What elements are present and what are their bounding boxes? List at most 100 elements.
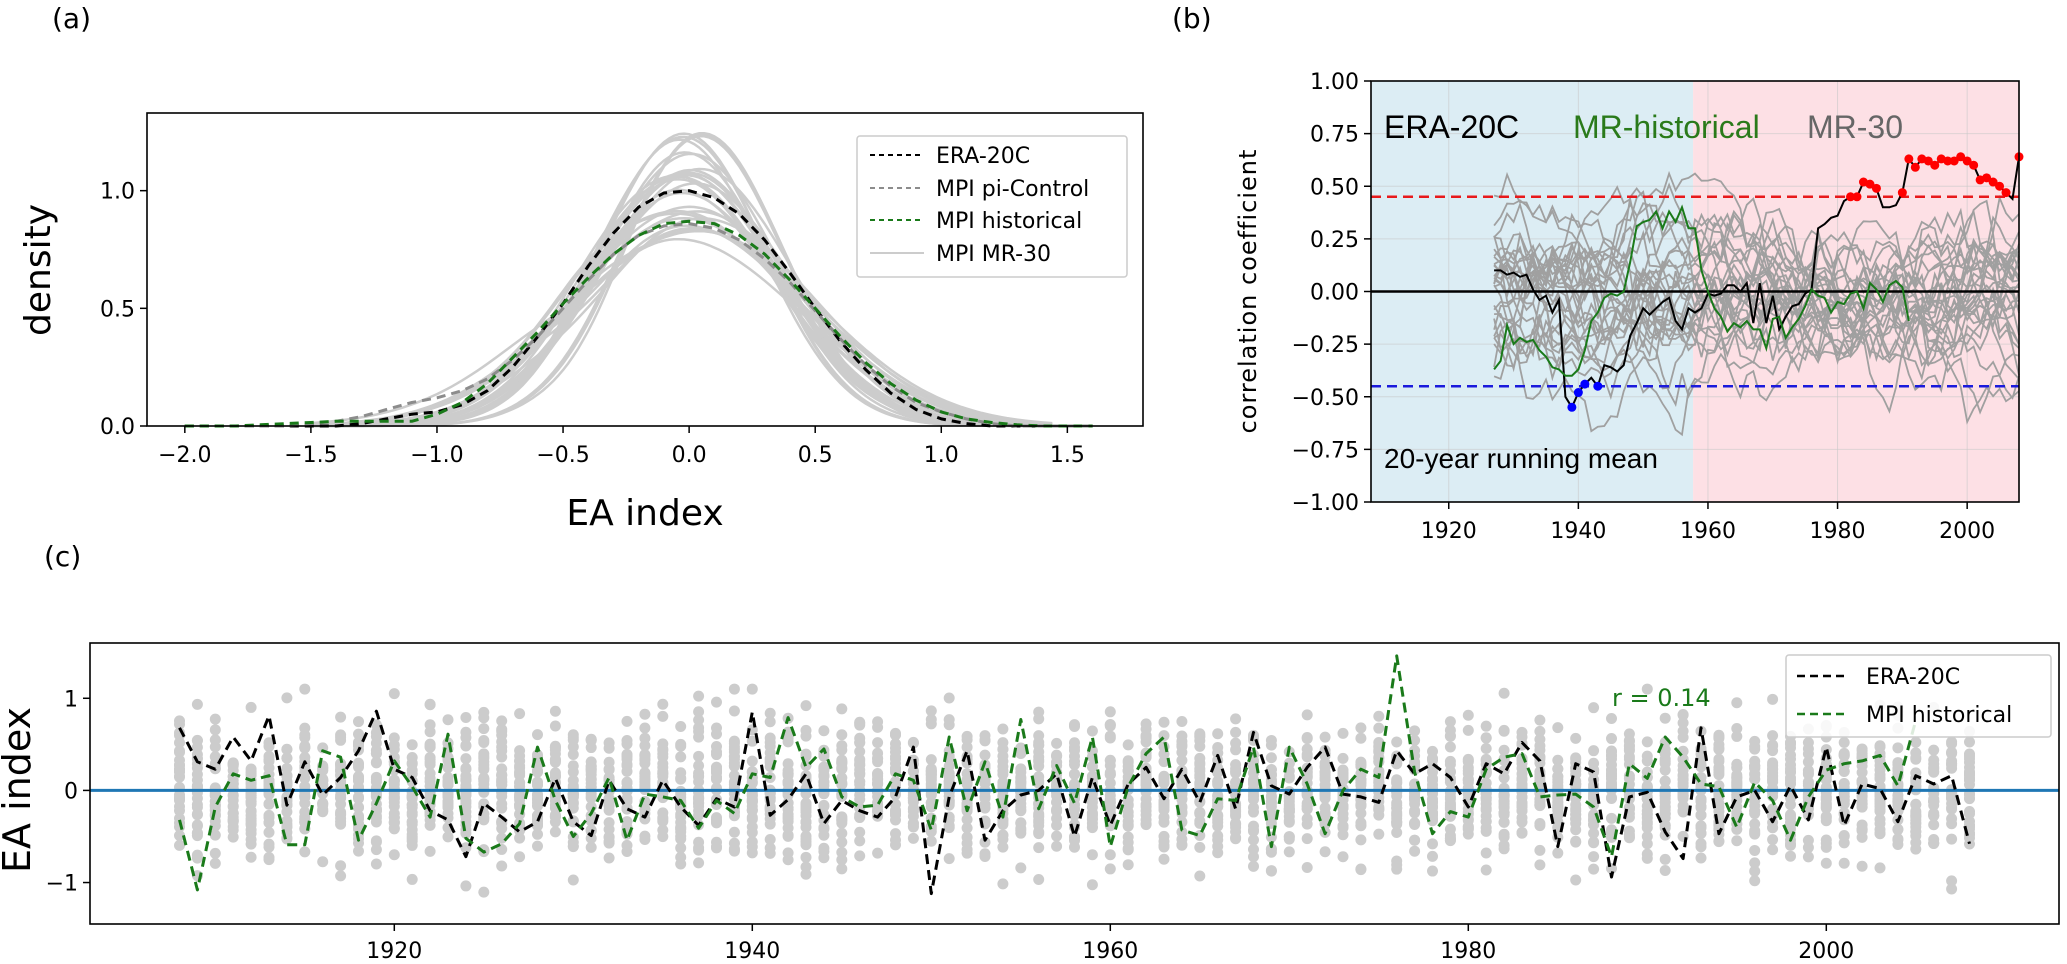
mr30-member-point — [1176, 746, 1188, 758]
mr30-member-point — [1104, 732, 1116, 744]
mr30-member-point — [925, 754, 937, 766]
mr30-member-point — [1606, 746, 1617, 758]
mr30-member-point — [567, 874, 579, 886]
mr30-member-point — [854, 835, 866, 847]
mr30-member-point — [1820, 857, 1832, 869]
y-tick-label: −0.50 — [1292, 386, 1359, 411]
mr30-member-point — [532, 729, 543, 741]
mr30-member-point — [1516, 792, 1528, 804]
mr30-member-point — [191, 698, 203, 710]
mr30-member-point — [1033, 706, 1045, 718]
mr30-member-point — [961, 778, 973, 790]
mr30-member-point — [263, 737, 275, 749]
mr30-member-point — [943, 692, 955, 704]
significant-positive-point — [2001, 188, 2011, 198]
mr30-member-point — [549, 705, 561, 717]
mr30-member-point — [1427, 850, 1438, 862]
mr30-member-point — [1444, 741, 1456, 753]
mr30-member-point — [979, 730, 991, 742]
mr30-member-point — [836, 836, 848, 848]
mr30-member-point — [693, 809, 705, 821]
mr30-member-point — [478, 814, 490, 826]
mr30-member-point — [1230, 832, 1242, 844]
mr30-member-point — [1838, 790, 1850, 802]
mr30-member-point — [1856, 766, 1868, 778]
mr30-member-point — [1015, 862, 1027, 874]
mr30-member-point — [1516, 778, 1528, 790]
mr30-member-point — [1248, 834, 1259, 846]
mr30-member-point — [1212, 847, 1224, 859]
mr30-member-point — [639, 732, 651, 744]
panel-c-legend: ERA-20C MPI historical — [1785, 654, 2052, 738]
mr30-member-point — [818, 725, 830, 737]
x-tick-label: 1980 — [1810, 519, 1866, 544]
mr30-member-point — [1140, 798, 1152, 810]
mr30-member-point — [1015, 747, 1027, 759]
mr30-member-point — [836, 740, 848, 752]
mr30-member-point — [335, 860, 347, 872]
significant-positive-point — [1982, 173, 1992, 183]
mr30-member-point — [1534, 714, 1546, 726]
mr30-member-point — [961, 844, 973, 856]
mr30-member-point — [460, 739, 472, 751]
mr30-member-point — [693, 731, 705, 743]
mr30-member-point — [1051, 805, 1063, 817]
mr30-member-point — [1194, 763, 1206, 775]
mr30-member-point — [1534, 751, 1546, 763]
mr30-member-point — [1051, 840, 1063, 852]
mr30-member-point — [657, 815, 669, 827]
mr30-member-point — [818, 829, 830, 841]
mr30-member-point — [1731, 697, 1743, 709]
mr30-member-point — [406, 751, 418, 763]
mr30-member-point — [1731, 835, 1743, 847]
mr30-density-ensemble — [310, 131, 1053, 428]
x-tick-label: −1.5 — [284, 443, 337, 468]
mr30-member-point — [1856, 860, 1868, 872]
significant-positive-point — [1852, 192, 1862, 202]
mr30-member-point — [1158, 841, 1170, 853]
mr30-member-point — [567, 729, 579, 741]
mr30-member-point — [1230, 713, 1242, 725]
mr30-member-point — [478, 759, 490, 771]
significant-positive-point — [1904, 154, 1914, 164]
mr30-member-point — [818, 842, 830, 854]
mr30-member-point — [746, 755, 758, 767]
mr30-member-point — [514, 832, 526, 844]
mr30-member-point — [1946, 762, 1958, 774]
mr30-member-point — [1355, 819, 1367, 831]
mr30-member-point — [1122, 799, 1134, 811]
mr30-member-point — [299, 683, 311, 695]
mr30-member-point — [1785, 772, 1796, 784]
mr30-member-point — [1856, 798, 1868, 810]
mr30-member-point — [997, 878, 1009, 890]
mr30-member-point — [603, 817, 615, 829]
mr30-member-point — [711, 761, 722, 773]
x-tick-label: 1940 — [1550, 519, 1606, 544]
mr30-member-point — [1552, 771, 1564, 783]
mr30-member-point — [1946, 875, 1958, 887]
mr30-member-point — [961, 741, 973, 753]
mr30-member-point — [281, 791, 293, 803]
mr30-correlation-line — [1493, 229, 2020, 331]
mr30-member-point — [335, 792, 347, 804]
mr30-member-point — [675, 740, 687, 752]
mr30-member-point — [1230, 726, 1242, 738]
mr30-member-point — [621, 760, 633, 772]
mr30-member-point — [836, 729, 848, 741]
mr30-member-point — [1212, 728, 1224, 740]
mr30-correlation-line — [1493, 171, 2020, 347]
mr30-member-point — [1176, 754, 1188, 766]
mr30-member-point — [1104, 863, 1116, 875]
mr30-member-point — [728, 770, 740, 782]
mr30-member-point — [1427, 752, 1438, 764]
mr30-member-point — [890, 828, 901, 840]
x-tick-label: −0.5 — [536, 443, 589, 468]
mr30-member-point — [907, 796, 919, 808]
mr30-member-point — [1964, 768, 1975, 780]
panel-a-x-ticks: −2.0 −1.5 −1.0 −0.5 0.0 0.5 1.0 1.5 — [158, 426, 1085, 468]
mr30-member-point — [263, 750, 275, 762]
mr30-member-point — [496, 790, 508, 802]
mr30-member-point — [1355, 807, 1367, 819]
mr30-member-point — [549, 809, 561, 821]
panel-b-y-ticks: 1.00 0.75 0.50 0.25 0.00 −0.25 −0.50 −0.75 −1.00 — [1292, 70, 1371, 516]
